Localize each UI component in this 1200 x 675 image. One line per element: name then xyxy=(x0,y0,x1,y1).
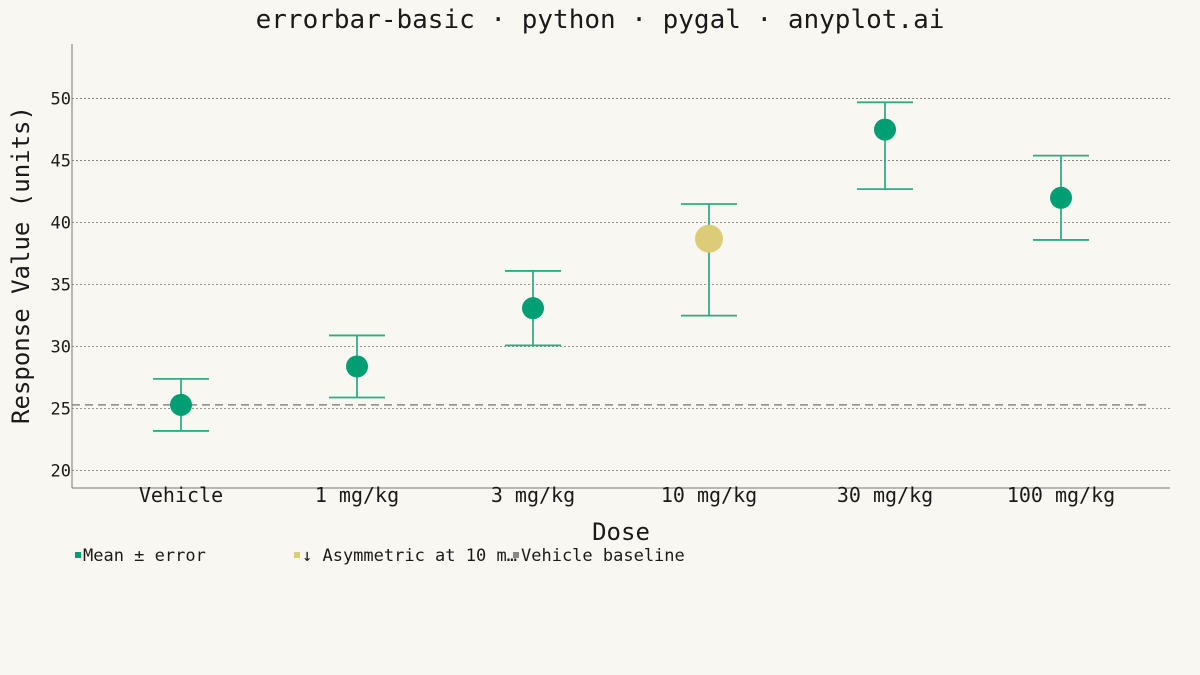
legend-item: Vehicle baseline xyxy=(513,546,685,566)
grid-lines xyxy=(72,98,1170,472)
legend-item: Mean ± error xyxy=(75,546,206,566)
legend-label: Vehicle baseline xyxy=(521,546,685,566)
chart-title: errorbar-basic · python · pygal · anyplo… xyxy=(256,5,945,35)
y-tick-label: 50 xyxy=(51,90,71,110)
y-tick-label: 40 xyxy=(51,214,71,234)
y-tick-label: 25 xyxy=(51,400,71,420)
legend-swatch xyxy=(294,552,300,558)
mean-point xyxy=(522,297,544,320)
legend-label: ↓ Asymmetric at 10 m… xyxy=(302,546,517,566)
error-bars xyxy=(153,101,1089,432)
asymmetric-point xyxy=(695,224,723,253)
legend: Mean ± error ↓ Asymmetric at 10 m… Vehicle… xyxy=(75,546,685,566)
y-tick-label: 35 xyxy=(51,276,71,296)
x-tick-label: 3 mg/kg xyxy=(491,483,575,507)
x-tick-label: Vehicle xyxy=(139,483,223,507)
mean-point xyxy=(1050,186,1072,209)
x-tick-label: 100 mg/kg xyxy=(1007,483,1115,507)
x-axis-title: Dose xyxy=(592,518,650,546)
mean-point xyxy=(346,355,368,378)
x-tick-label: 1 mg/kg xyxy=(315,483,399,507)
legend-label: Mean ± error xyxy=(83,546,206,566)
y-tick-label: 45 xyxy=(51,152,71,172)
mean-point xyxy=(170,393,192,416)
mean-point xyxy=(874,118,896,141)
y-axis-ticks: 20 25 30 35 40 45 50 xyxy=(51,90,71,482)
x-tick-label: 10 mg/kg xyxy=(661,483,757,507)
legend-swatch xyxy=(75,552,81,558)
legend-item: ↓ Asymmetric at 10 m… xyxy=(294,546,517,566)
x-tick-label: 30 mg/kg xyxy=(837,483,933,507)
y-tick-label: 30 xyxy=(51,338,71,358)
y-axis-title: Response Value (units) xyxy=(7,106,35,424)
y-tick-label: 20 xyxy=(51,462,71,482)
data-points xyxy=(170,118,1072,416)
legend-swatch xyxy=(513,552,519,558)
x-axis-ticks: Vehicle 1 mg/kg 3 mg/kg 10 mg/kg 30 mg/kg 100… xyxy=(139,483,1115,507)
